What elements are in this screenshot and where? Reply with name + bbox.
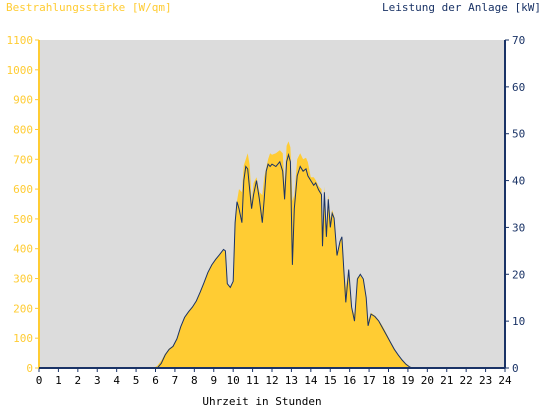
x-tick-label: 11 <box>246 374 259 387</box>
x-tick-label: 8 <box>191 374 198 387</box>
x-tick-label: 4 <box>113 374 120 387</box>
x-tick-label: 24 <box>498 374 512 387</box>
right-tick-label: 70 <box>512 34 525 47</box>
x-tick-label: 9 <box>210 374 217 387</box>
x-tick-label: 6 <box>152 374 159 387</box>
x-tick-label: 16 <box>343 374 356 387</box>
left-axis-title: Bestrahlungsstärke [W/qm] <box>6 1 172 14</box>
x-tick-label: 14 <box>304 374 318 387</box>
x-tick-label: 20 <box>421 374 434 387</box>
right-tick-label: 60 <box>512 81 525 94</box>
right-tick-label: 50 <box>512 128 525 141</box>
left-axis-ticks: 0 100 200 300 400 500 600 700 800 900 1000 1100 <box>7 34 39 375</box>
x-tick-label: 10 <box>227 374 240 387</box>
left-tick-label: 600 <box>13 183 33 196</box>
left-tick-label: 700 <box>13 153 33 166</box>
left-tick-label: 200 <box>13 302 33 315</box>
right-tick-label: 20 <box>512 268 525 281</box>
x-tick-label: 21 <box>440 374 453 387</box>
x-tick-label: 2 <box>75 374 82 387</box>
right-axis-title: Leistung der Anlage [kW] <box>382 1 541 14</box>
left-tick-label: 400 <box>13 243 33 256</box>
x-tick-label: 22 <box>460 374 473 387</box>
right-tick-label: 10 <box>512 315 525 328</box>
left-tick-label: 300 <box>13 273 33 286</box>
x-tick-label: 7 <box>172 374 179 387</box>
left-tick-label: 1100 <box>7 34 34 47</box>
x-tick-label: 1 <box>55 374 62 387</box>
x-tick-label: 23 <box>479 374 492 387</box>
left-tick-label: 900 <box>13 94 33 107</box>
x-tick-label: 0 <box>36 374 43 387</box>
x-tick-label: 3 <box>94 374 101 387</box>
left-tick-label: 100 <box>13 332 33 345</box>
power-line <box>39 152 505 369</box>
right-tick-label: 40 <box>512 175 525 188</box>
irradiance-area <box>39 141 505 368</box>
x-tick-label: 19 <box>401 374 414 387</box>
left-tick-label: 0 <box>26 362 33 375</box>
x-tick-label: 18 <box>382 374 395 387</box>
x-tick-label: 15 <box>324 374 337 387</box>
x-tick-label: 5 <box>133 374 140 387</box>
right-tick-label: 0 <box>512 362 519 375</box>
left-tick-label: 500 <box>13 213 33 226</box>
x-axis-ticks: 0 1 2 3 4 5 6 7 8 9 10 11 12 13 14 15 16 17 18 19 20 21 22 23 24 <box>36 368 512 387</box>
x-tick-label: 12 <box>265 374 278 387</box>
right-tick-label: 30 <box>512 221 525 234</box>
x-axis-title: Uhrzeit in Stunden <box>202 395 321 408</box>
x-tick-label: 17 <box>362 374 375 387</box>
left-tick-label: 1000 <box>7 64 34 77</box>
right-axis-ticks: 0 10 20 30 40 50 60 70 <box>505 34 525 375</box>
left-tick-label: 800 <box>13 123 33 136</box>
x-tick-label: 13 <box>285 374 298 387</box>
